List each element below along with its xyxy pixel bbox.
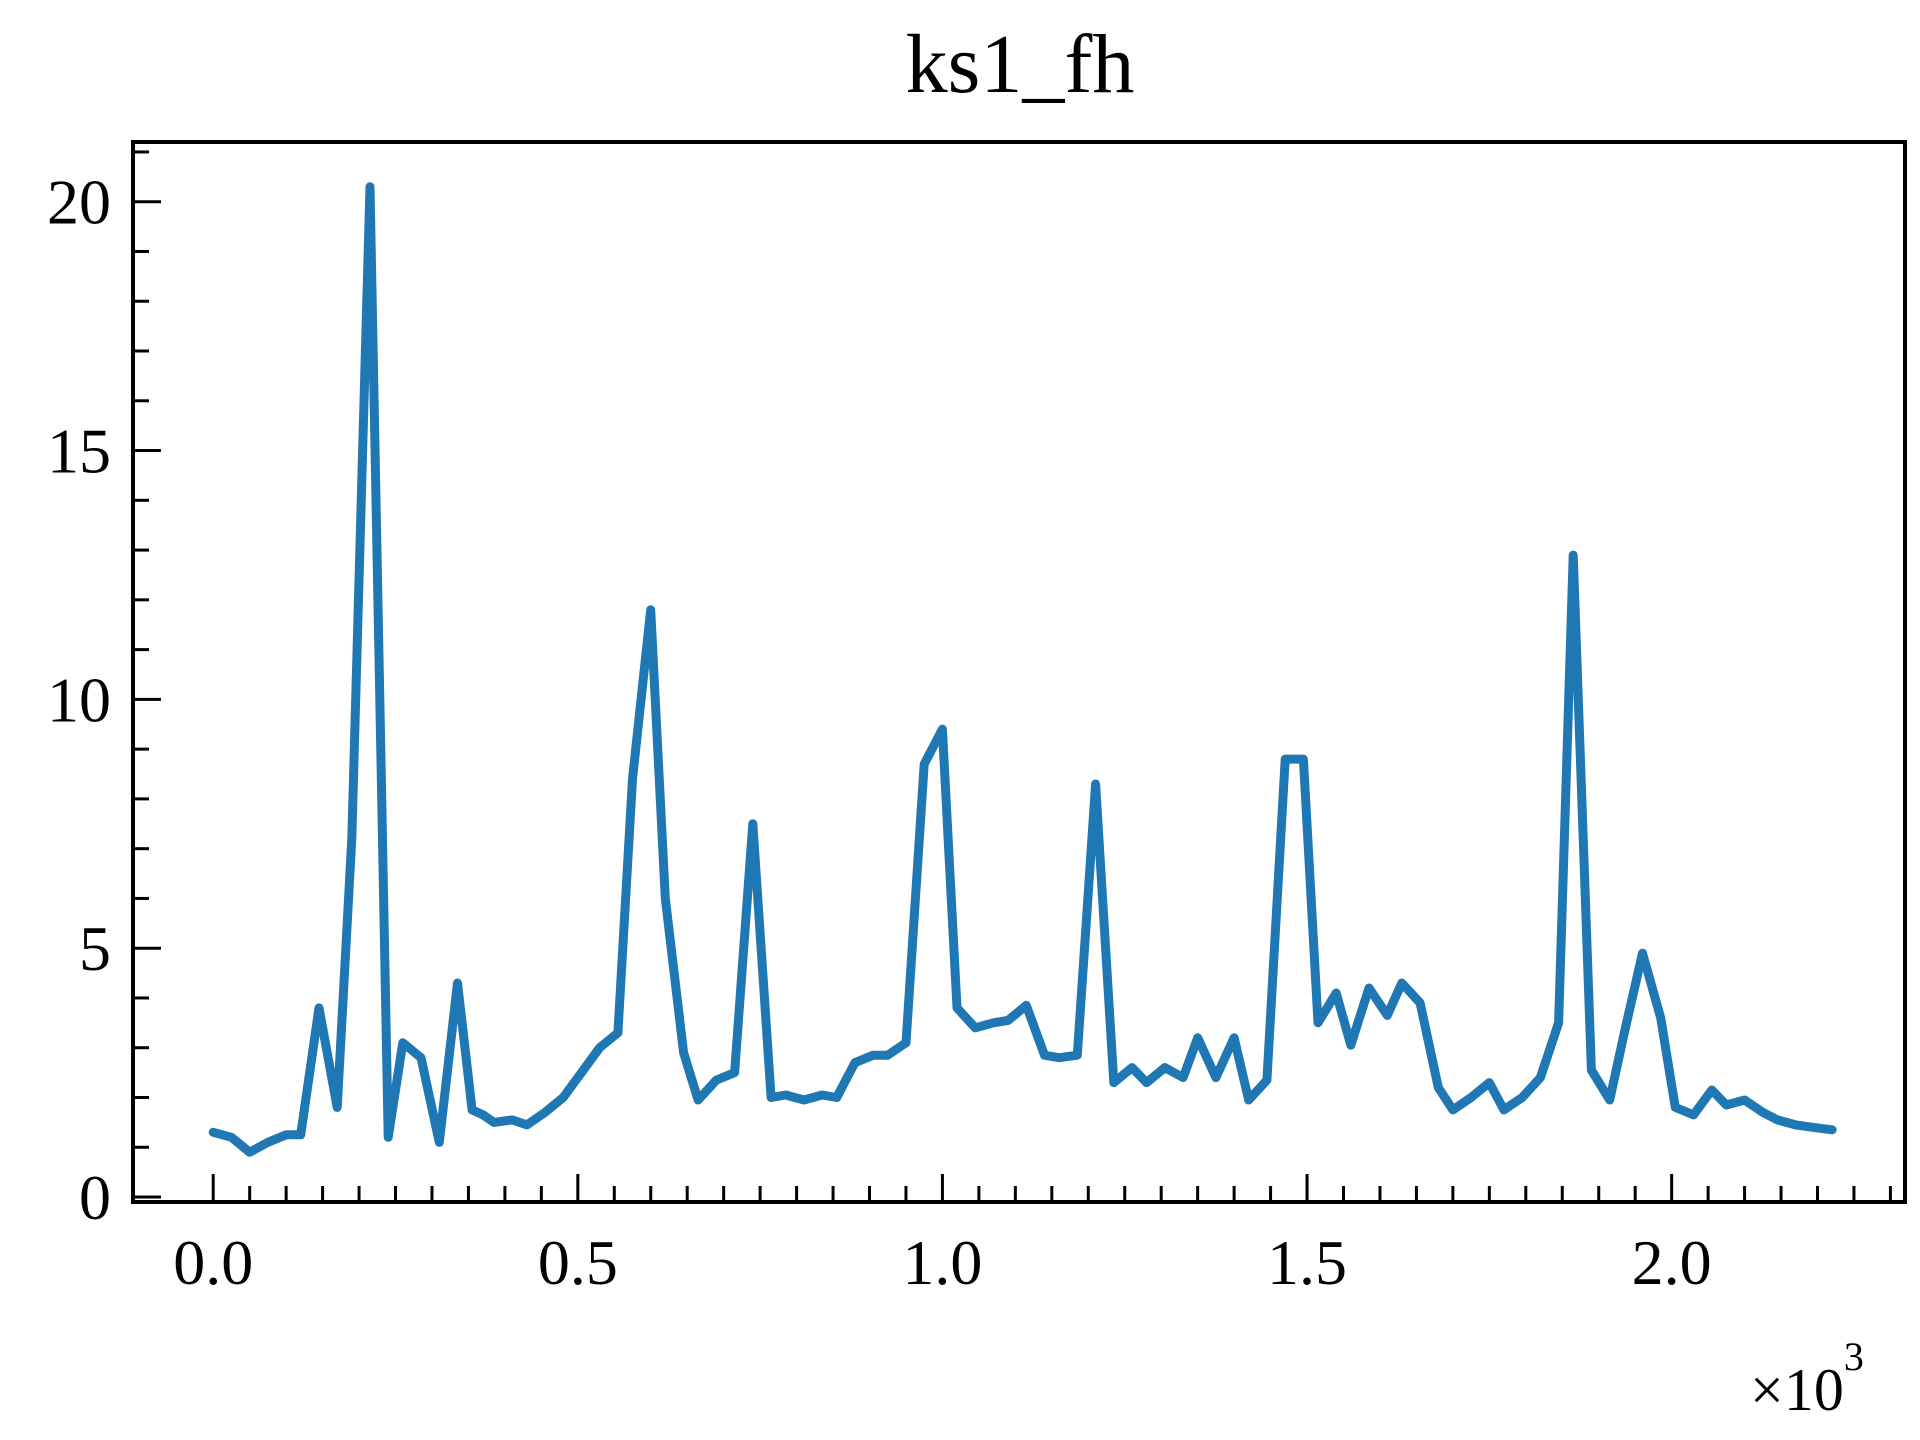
chart-title: ks1_fh	[906, 18, 1135, 111]
axis-ticks	[133, 150, 1892, 1202]
x-scale-multiplier: ×103	[1750, 1334, 1864, 1423]
x-tick-labels: 0.0 0.5 1.0 1.5 2.0	[173, 1227, 1711, 1298]
x-tick-label: 0.0	[173, 1227, 253, 1298]
y-tick-label: 20	[47, 167, 111, 238]
series-line	[208, 182, 1837, 1157]
x-tick-label: 2.0	[1632, 1227, 1712, 1298]
x-tick-label: 0.5	[538, 1227, 618, 1298]
y-tick-label: 5	[79, 913, 111, 984]
y-tick-labels: 0 5 10 15 20	[47, 167, 111, 1233]
x-tick-label: 1.5	[1267, 1227, 1347, 1298]
plot-frame	[131, 140, 1907, 1204]
y-tick-label: 10	[47, 664, 111, 735]
x-tick-label: 1.0	[902, 1227, 982, 1298]
y-tick-label: 15	[47, 416, 111, 487]
y-tick-label: 0	[79, 1162, 111, 1233]
